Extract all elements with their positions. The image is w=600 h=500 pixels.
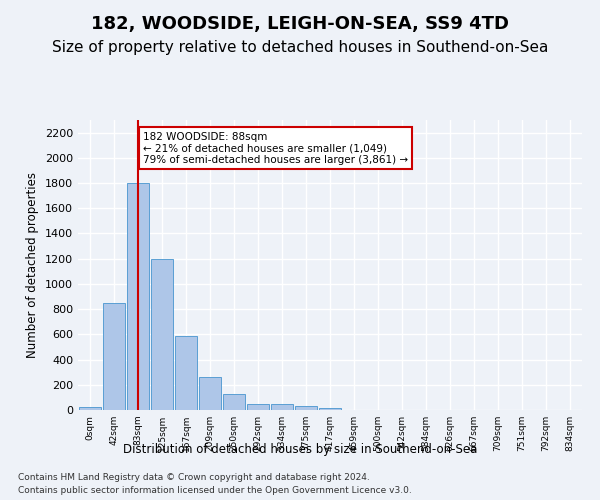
- Text: Contains public sector information licensed under the Open Government Licence v3: Contains public sector information licen…: [18, 486, 412, 495]
- Text: Contains HM Land Registry data © Crown copyright and database right 2024.: Contains HM Land Registry data © Crown c…: [18, 472, 370, 482]
- Bar: [127, 183, 149, 410]
- Bar: [223, 394, 245, 410]
- Bar: [79, 407, 101, 410]
- Bar: [319, 408, 341, 410]
- Bar: [151, 258, 173, 410]
- Bar: [199, 377, 221, 410]
- Text: 182 WOODSIDE: 88sqm
← 21% of detached houses are smaller (1,049)
79% of semi-det: 182 WOODSIDE: 88sqm ← 21% of detached ho…: [143, 132, 408, 165]
- Bar: [103, 304, 125, 410]
- Bar: [295, 406, 317, 410]
- Bar: [271, 404, 293, 410]
- Y-axis label: Number of detached properties: Number of detached properties: [26, 172, 40, 358]
- Text: Size of property relative to detached houses in Southend-on-Sea: Size of property relative to detached ho…: [52, 40, 548, 55]
- Text: 182, WOODSIDE, LEIGH-ON-SEA, SS9 4TD: 182, WOODSIDE, LEIGH-ON-SEA, SS9 4TD: [91, 15, 509, 33]
- Text: Distribution of detached houses by size in Southend-on-Sea: Distribution of detached houses by size …: [123, 442, 477, 456]
- Bar: [175, 336, 197, 410]
- Bar: [247, 404, 269, 410]
